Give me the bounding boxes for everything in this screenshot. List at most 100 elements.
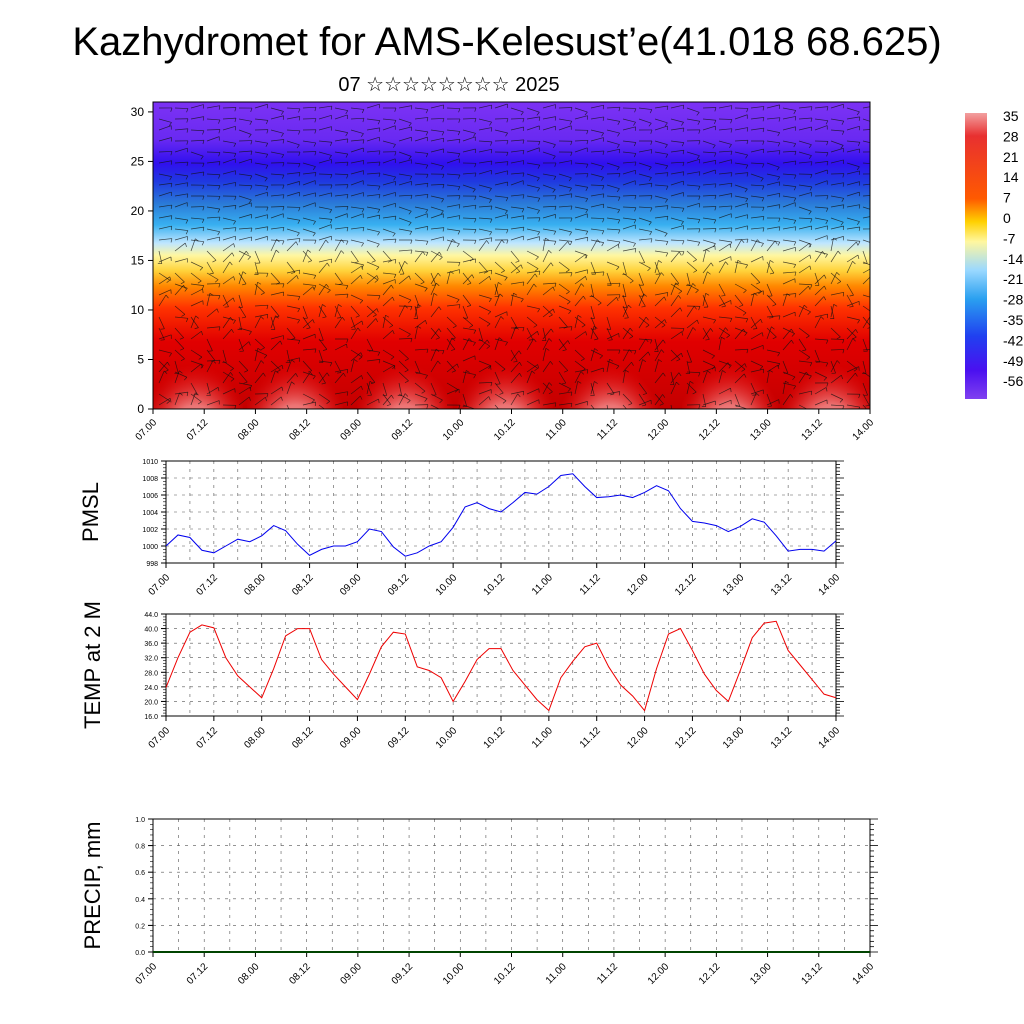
wind-barb-flag [645, 324, 650, 328]
wind-barb [286, 107, 300, 110]
wind-barb [318, 105, 332, 109]
wind-barb-flag [186, 108, 189, 113]
x-tick-label: 10.12 [482, 572, 508, 598]
wind-barb-flag [266, 393, 269, 398]
wind-barb-flag [794, 116, 797, 121]
warm-core [357, 337, 453, 409]
wind-barb-flag [360, 275, 363, 280]
wind-barb [862, 206, 870, 210]
wind-barb-flag [858, 394, 861, 399]
wind-barb [174, 161, 188, 164]
heatmap-y-tick-label: 10 [131, 303, 145, 317]
wind-barb-flag [762, 106, 765, 111]
wind-barb-flag [873, 123, 875, 126]
wind-barb [318, 393, 330, 402]
wind-barb [222, 107, 237, 109]
wind-barb [622, 217, 636, 221]
wind-barb [542, 214, 556, 219]
wind-barb [510, 126, 524, 131]
wind-barb-flag [658, 260, 662, 264]
wind-barb-flag [554, 283, 557, 288]
wind-barb [174, 305, 186, 315]
wind-barb-flag [659, 403, 664, 406]
wind-barb-flag [806, 356, 811, 360]
wind-barb-flag [536, 111, 540, 116]
wind-barb-flag [468, 338, 473, 342]
wind-barb-flag [602, 150, 605, 155]
wind-barb-flag [506, 140, 509, 145]
wind-barb [206, 326, 220, 329]
wind-barb [414, 107, 428, 110]
wind-barb-flag [506, 152, 509, 157]
wind-barb [590, 116, 604, 120]
wind-barb [670, 372, 680, 384]
wind-barb-flag [769, 260, 774, 263]
wind-barb [238, 396, 250, 406]
wind-barb [638, 162, 652, 168]
wind-barb-flag [836, 272, 840, 276]
wind-barb [382, 192, 396, 197]
wind-barb-flag [566, 291, 570, 295]
wind-barb-flag [361, 208, 365, 213]
wind-barb [206, 349, 216, 361]
wind-barb [862, 371, 870, 378]
wind-barb-flag [522, 139, 525, 144]
wind-barb-flag [212, 360, 217, 364]
wind-barb [542, 361, 551, 373]
temp-panel: 16.020.024.028.032.036.040.044.007.00 07.… [80, 601, 844, 751]
wind-barb [638, 393, 647, 406]
wind-barb-flag [490, 205, 493, 210]
wind-barb [158, 125, 172, 131]
wind-barb [270, 315, 276, 329]
wind-barb-flag [392, 330, 395, 335]
wind-barb [318, 371, 326, 384]
wind-barb [654, 372, 664, 384]
wind-barb [830, 327, 841, 338]
wind-barb-flag [865, 405, 870, 407]
wind-barb [190, 226, 204, 230]
wind-barb-flag [311, 399, 315, 403]
wind-barb-flag [504, 210, 508, 215]
wind-barb [446, 138, 460, 142]
wind-barb [414, 213, 428, 219]
wind-barb-flag [307, 249, 311, 253]
wind-barb-flag [629, 327, 633, 332]
wind-barb [366, 371, 376, 383]
wind-barb [446, 215, 460, 219]
wind-barb [334, 194, 348, 197]
wind-barb [526, 173, 540, 179]
wind-barb [670, 206, 684, 209]
wind-barb-flag [610, 393, 615, 396]
wind-barb-flag [533, 338, 537, 343]
wind-barb-flag [825, 220, 829, 225]
wind-barb [382, 259, 396, 263]
wind-barb [238, 158, 252, 164]
wind-barb-flag [451, 337, 456, 341]
wind-barb [542, 308, 554, 318]
wind-barb-flag [809, 186, 813, 191]
wind-barb [222, 227, 236, 230]
wind-barb [238, 195, 252, 201]
wind-barb-flag [761, 197, 765, 202]
wind-barb [286, 275, 297, 285]
wind-barb [846, 372, 856, 384]
wind-barb-flag [247, 256, 251, 260]
wind-barb-flag [602, 193, 605, 198]
wind-barb [814, 399, 828, 406]
wind-barb-flag [473, 330, 477, 334]
wind-barb-flag [458, 139, 461, 144]
wind-barb [174, 217, 188, 221]
wind-barb-flag [629, 336, 634, 339]
wind-barb [654, 272, 662, 285]
wind-barb-flag [721, 295, 726, 297]
wind-barb-flag [248, 396, 251, 401]
wind-barb-flag [322, 304, 326, 307]
wind-barb-flag [218, 105, 221, 110]
wind-barb [798, 360, 812, 363]
wind-barb [574, 236, 588, 241]
wind-barb-flag [275, 370, 279, 374]
wind-barb-flag [520, 298, 524, 303]
wind-barb [606, 327, 613, 340]
wind-barb [190, 272, 202, 282]
wind-barb-flag [282, 240, 285, 245]
